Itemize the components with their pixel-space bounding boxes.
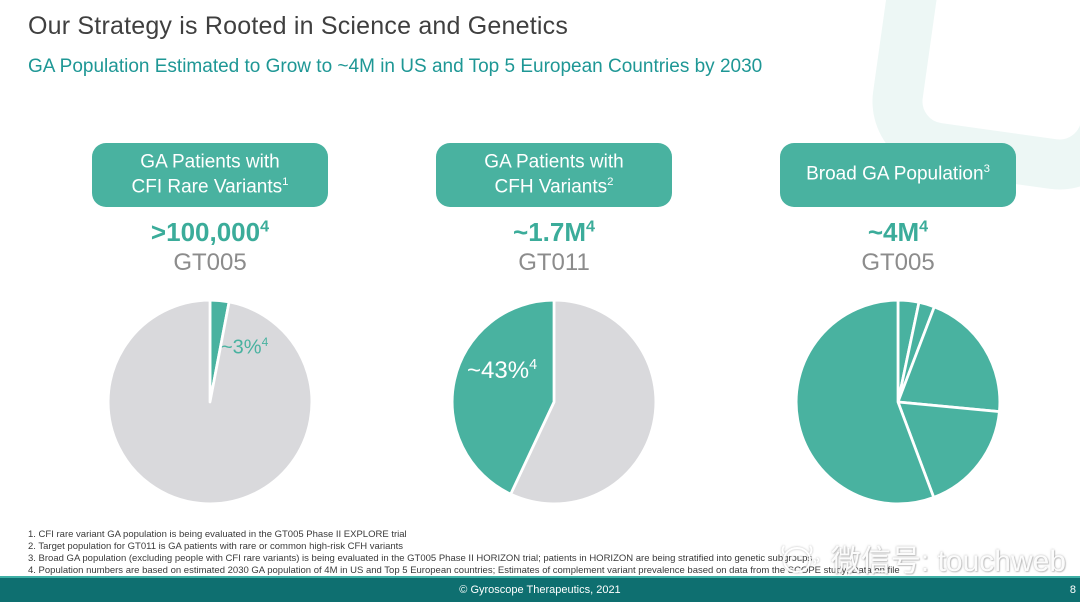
pill-line1: Broad GA Population — [806, 163, 984, 185]
program-name: GT005 — [861, 248, 935, 276]
pie-label-footnote-ref: 4 — [529, 356, 538, 373]
pie-chart-wrap — [793, 297, 1003, 507]
pie-label-footnote-ref: 4 — [261, 334, 269, 349]
pill-footnote-ref: 3 — [983, 163, 990, 176]
footer-bar: © Gyroscope Therapeutics, 2021 8 — [0, 576, 1080, 602]
page-number: 8 — [1069, 584, 1076, 596]
column-cfh-variants: GA Patients with CFH Variants2 ~1.7M4 GT… — [384, 143, 724, 507]
footnotes: 1. CFI rare variant GA population is bei… — [28, 529, 900, 577]
pie-slice — [896, 305, 1002, 413]
copyright-text: © Gyroscope Therapeutics, 2021 — [459, 584, 621, 596]
segment-header-pill: GA Patients with CFI Rare Variants1 — [92, 143, 328, 207]
pie-chart-wrap: ~3%4 — [105, 297, 315, 507]
population-value: ~4M4 — [867, 217, 929, 247]
pill-line1: GA Patients with — [140, 151, 280, 173]
pie-chart-cfh — [450, 298, 658, 506]
segment-header-pill: Broad GA Population3 — [780, 143, 1016, 207]
column-cfi-rare-variants: GA Patients with CFI Rare Variants1 >100… — [40, 143, 380, 507]
slide-header: Our Strategy is Rooted in Science and Ge… — [28, 12, 762, 78]
pill-line2: CFI Rare Variants — [131, 176, 283, 198]
pie-percentage-label: ~3%4 — [221, 334, 269, 359]
footnote-2: 2. Target population for GT011 is GA pat… — [28, 541, 404, 552]
value-footnote-ref: 4 — [260, 217, 270, 236]
pill-line2: CFH Variants — [494, 176, 608, 198]
value-footnote-ref: 4 — [919, 217, 929, 236]
pie-slice — [794, 298, 936, 506]
footnote-1: 1. CFI rare variant GA population is bei… — [28, 529, 407, 540]
pie-slice — [509, 298, 658, 506]
population-value: ~1.7M4 — [513, 217, 595, 247]
column-broad-ga-population: Broad GA Population3 ~4M4 GT005 — [728, 143, 1068, 507]
footnote-4: 4. Population numbers are based on estim… — [28, 565, 900, 576]
value-footnote-ref: 4 — [586, 217, 595, 236]
pie-slice — [450, 298, 556, 496]
pie-chart-wrap: ~43%4 — [449, 297, 659, 507]
page-title: Our Strategy is Rooted in Science and Ge… — [28, 12, 569, 40]
program-name: GT011 — [518, 248, 590, 276]
pill-footnote-ref: 2 — [607, 176, 614, 188]
pie-slice — [106, 298, 314, 506]
footnote-3: 3. Broad GA population (excluding people… — [28, 553, 813, 564]
pie-slice — [896, 400, 1001, 499]
pill-line1: GA Patients with — [484, 151, 624, 173]
pie-chart-cfi — [106, 298, 314, 506]
pie-percentage-label: ~43%4 — [467, 356, 538, 384]
page-subtitle: GA Population Estimated to Grow to ~4M i… — [28, 56, 763, 77]
population-value: >100,0004 — [150, 217, 270, 247]
pie-chart-broad-ga — [794, 298, 1002, 506]
program-name: GT005 — [173, 248, 247, 276]
pill-footnote-ref: 1 — [282, 176, 289, 188]
segment-header-pill: GA Patients with CFH Variants2 — [436, 143, 672, 207]
